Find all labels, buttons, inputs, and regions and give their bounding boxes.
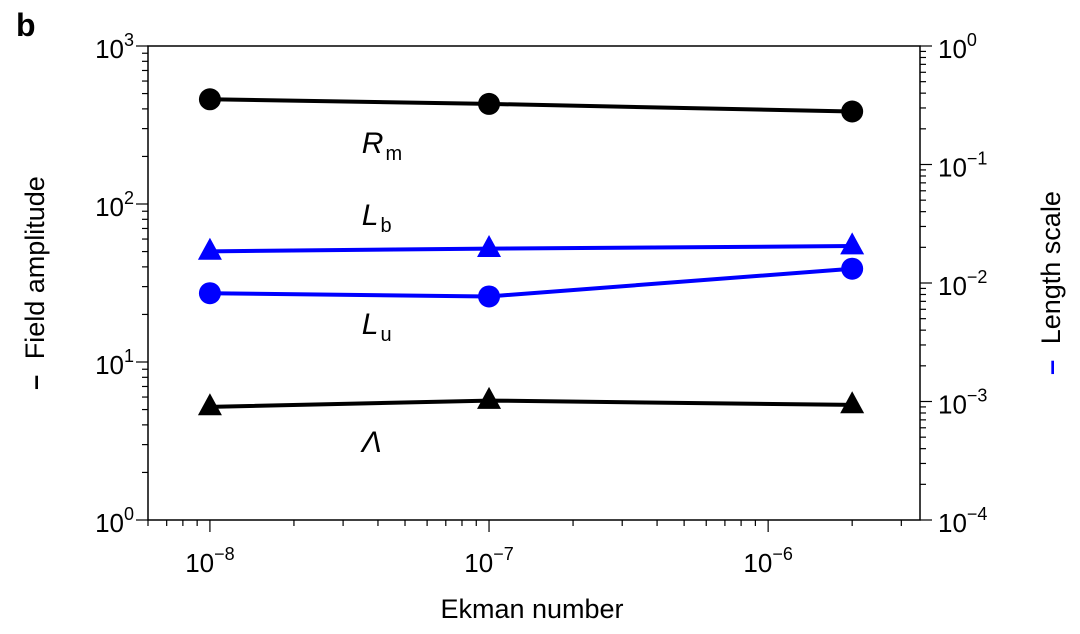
y-axis-left: 100 101 102 103 xyxy=(95,30,148,538)
series-line xyxy=(209,97,853,114)
series-label: Λ xyxy=(360,426,382,459)
plot-frame xyxy=(147,45,921,521)
x-tick-label: 10−6 xyxy=(743,544,792,578)
x-axis: 10−8 10−7 10−6 xyxy=(147,520,902,578)
x-tick-label: 10−7 xyxy=(464,544,513,578)
y-right-tick-label: 10−1 xyxy=(938,149,987,183)
x-axis-title: Ekman number xyxy=(440,594,623,624)
data-point xyxy=(840,391,865,414)
series-line xyxy=(209,266,853,299)
data-point xyxy=(841,257,864,280)
svg-text:– Length scale: – Length scale xyxy=(1036,191,1066,375)
y-axis-left-title: – Field amplitude xyxy=(20,176,50,390)
data-point xyxy=(477,386,502,409)
y-left-tick-label: 103 xyxy=(95,30,134,64)
series-line xyxy=(209,244,853,254)
data-point xyxy=(197,237,222,260)
data-point xyxy=(198,282,221,305)
y-axis-right: 10−4 10−3 10−2 10−1 100 xyxy=(920,30,987,538)
y-left-tick-label: 102 xyxy=(95,188,134,222)
y-axis-right-label: Length scale xyxy=(1036,191,1066,344)
y-right-tick-label: 100 xyxy=(938,30,977,64)
y-right-tick-label: 10−2 xyxy=(938,267,987,301)
data-point xyxy=(478,92,501,115)
series-line xyxy=(209,398,853,409)
y-left-tick-label: 101 xyxy=(95,346,134,380)
series--3: Λ xyxy=(197,386,865,459)
y-axis-left-label: Field amplitude xyxy=(20,176,50,359)
panel-letter: b xyxy=(16,7,36,43)
svg-text:– Field amplitude: – Field amplitude xyxy=(20,176,50,390)
y-right-tick-label: 10−3 xyxy=(938,386,987,420)
data-point xyxy=(198,88,221,111)
data-point xyxy=(478,285,501,308)
data-point xyxy=(477,234,502,257)
y-left-tick-label: 100 xyxy=(95,504,134,538)
x-tick-label: 10−8 xyxy=(185,544,234,578)
y-right-series-mark: – xyxy=(1036,360,1066,375)
y-right-tick-label: 10−4 xyxy=(938,504,987,538)
y-left-series-mark: – xyxy=(20,375,50,390)
y-axis-right-title: – Length scale xyxy=(1036,191,1066,375)
data-point xyxy=(197,393,222,416)
data-point xyxy=(841,100,864,123)
data-point xyxy=(840,232,865,255)
